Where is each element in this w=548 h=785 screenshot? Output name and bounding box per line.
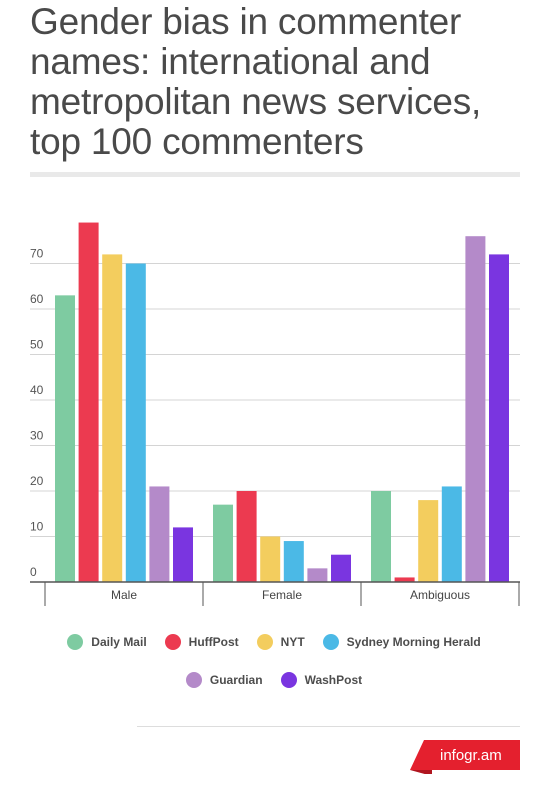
bar-male-huffpost xyxy=(78,222,99,583)
legend-swatch xyxy=(185,672,202,688)
y-tick-label-30: 30 xyxy=(30,429,44,443)
legend-label: WashPost xyxy=(304,673,363,687)
legend-item-huffpost[interactable]: HuffPost xyxy=(164,634,239,650)
legend-swatch xyxy=(280,672,297,688)
logo-text: infogr.am xyxy=(440,747,502,764)
bar-male-washpost xyxy=(173,527,193,582)
bar-male-daily-mail xyxy=(55,295,75,582)
legend-item-washpost[interactable]: WashPost xyxy=(280,672,363,688)
legend-swatch xyxy=(256,634,273,650)
legend-row-1: Daily Mail HuffPost NYT Sydney Morning Hera… xyxy=(0,634,548,650)
x-tick-label-female: Female xyxy=(262,588,302,602)
bar-female-daily-mail xyxy=(213,504,233,582)
bar-female-nyt xyxy=(260,536,281,582)
footer-divider xyxy=(137,726,520,727)
bar-female-guardian xyxy=(307,568,328,582)
legend-swatch xyxy=(164,634,181,650)
legend-swatch xyxy=(322,634,339,650)
legend-label: NYT xyxy=(280,635,305,649)
y-axis-ticks: 0 10 20 30 40 50 60 70 xyxy=(30,247,44,580)
logo-badge xyxy=(410,740,520,774)
bars xyxy=(55,222,509,583)
bar-male-nyt xyxy=(102,254,123,582)
bar-male-guardian xyxy=(149,486,170,582)
bar-male-sydney-morning-herald xyxy=(125,263,146,582)
bar-ambiguous-daily-mail xyxy=(371,491,391,582)
x-tick-label-ambiguous: Ambiguous xyxy=(410,588,470,602)
legend-label: Sydney Morning Herald xyxy=(346,635,481,649)
legend-label: Guardian xyxy=(209,673,263,687)
bar-female-huffpost xyxy=(236,491,257,582)
bar-ambiguous-washpost xyxy=(489,254,509,582)
bar-ambiguous-huffpost xyxy=(394,577,415,582)
legend-swatch xyxy=(67,634,84,650)
title-divider xyxy=(30,172,520,177)
y-tick-label-70: 70 xyxy=(30,247,44,261)
bar-ambiguous-guardian xyxy=(465,236,486,582)
y-tick-label-0: 0 xyxy=(30,565,37,579)
legend-label: HuffPost xyxy=(188,635,239,649)
legend-item-guardian[interactable]: Guardian xyxy=(185,672,263,688)
infogram-logo[interactable]: infogr.am xyxy=(410,740,520,774)
bar-female-sydney-morning-herald xyxy=(283,541,304,582)
legend-row-2: Guardian WashPost xyxy=(0,672,548,688)
legend-item-daily-mail[interactable]: Daily Mail xyxy=(67,634,147,650)
x-axis: Male Female Ambiguous xyxy=(30,581,520,606)
y-tick-label-60: 60 xyxy=(30,292,44,306)
bar-female-washpost xyxy=(331,554,351,582)
x-tick-label-male: Male xyxy=(111,588,137,602)
y-tick-label-40: 40 xyxy=(30,383,44,397)
legend-label: Daily Mail xyxy=(91,635,147,649)
chart-title: Gender bias in commenter names: internat… xyxy=(30,1,482,162)
legend-item-sydney-morning-herald[interactable]: Sydney Morning Herald xyxy=(322,634,481,650)
y-tick-label-20: 20 xyxy=(30,474,44,488)
y-tick-label-10: 10 xyxy=(30,520,44,534)
bar-ambiguous-sydney-morning-herald xyxy=(441,486,462,582)
bar-ambiguous-nyt xyxy=(418,500,439,582)
y-tick-label-50: 50 xyxy=(30,338,44,352)
legend-item-nyt[interactable]: NYT xyxy=(256,634,305,650)
bar-chart: 0 10 20 30 40 50 60 70 Male Female Ambiguous xyxy=(30,222,520,606)
